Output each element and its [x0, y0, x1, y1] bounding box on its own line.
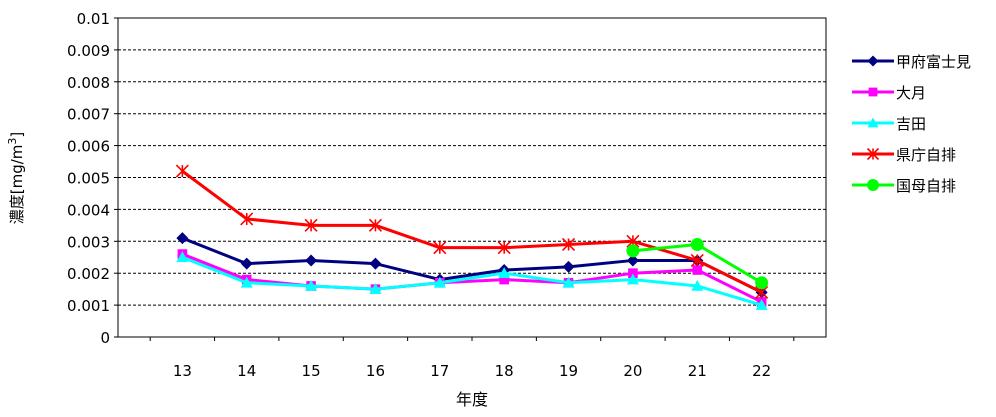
data-point-square — [868, 87, 878, 97]
x-tick-label: 22 — [752, 362, 771, 380]
data-point-diamond — [305, 254, 318, 267]
data-point-triangle — [498, 267, 511, 278]
data-point-circle — [626, 244, 640, 258]
data-point-star — [175, 164, 189, 178]
data-point-star — [690, 253, 704, 268]
data-point-circle — [755, 276, 769, 290]
y-axis-title-main: 濃度[mg/m — [8, 145, 26, 225]
data-point-star — [240, 212, 254, 226]
data-point-star — [866, 147, 880, 161]
legend-item: 甲府富士見 — [852, 53, 971, 71]
legend-label: 国母自排 — [896, 177, 956, 195]
data-point-triangle — [867, 117, 879, 128]
y-tick-label: 0 — [100, 329, 110, 347]
y-axis-title: 濃度[mg/m3] — [6, 132, 26, 225]
y-axis-tick-labels: 0 0.001 0.002 0.003 0.004 0.005 0.006 0.007 0.00… — [67, 10, 118, 347]
x-tick-label: 21 — [688, 362, 707, 380]
data-point-square — [499, 274, 509, 285]
legend-label: 県庁自排 — [896, 146, 956, 164]
data-point-triangle — [240, 276, 253, 288]
y-axis-title-superscript: 3 — [6, 138, 19, 145]
series-5 — [626, 237, 769, 290]
data-point-star — [304, 218, 318, 232]
data-point-star — [368, 218, 383, 232]
x-tick-label: 15 — [302, 362, 321, 380]
y-tick-label: 0.008 — [67, 74, 110, 92]
data-point-triangle — [305, 279, 318, 291]
y-tick-label: 0.003 — [67, 233, 110, 251]
legend-label: 吉田 — [896, 115, 926, 133]
y-tick-label: 0.002 — [67, 265, 110, 283]
series-4 — [175, 164, 769, 299]
y-tick-label: 0.001 — [67, 297, 110, 315]
data-point-diamond — [176, 232, 189, 245]
x-tick-label: 14 — [237, 362, 256, 380]
x-tick-label: 20 — [623, 362, 642, 380]
x-tick-label: 19 — [559, 362, 578, 380]
legend-item: 大月 — [852, 84, 926, 102]
y-tick-label: 0.004 — [67, 201, 110, 219]
y-tick-label: 0.007 — [67, 106, 110, 124]
y-tick-label: 0.005 — [67, 170, 110, 188]
legend-item: 県庁自排 — [852, 146, 956, 164]
data-point-triangle — [176, 251, 189, 263]
legend-label: 甲府富士見 — [896, 53, 971, 71]
series-3 — [176, 251, 768, 310]
data-point-triangle — [562, 276, 575, 288]
series-lines — [175, 164, 769, 310]
data-point-diamond — [867, 55, 879, 67]
y-tick-label: 0.006 — [67, 138, 110, 156]
x-tick-label: 17 — [430, 362, 449, 380]
data-point-square — [692, 265, 703, 275]
legend-item: 吉田 — [852, 115, 926, 133]
data-point-circle — [867, 179, 879, 191]
series-line — [181, 236, 763, 294]
series-line — [181, 169, 763, 294]
data-point-star — [497, 241, 511, 255]
series-line — [181, 255, 763, 307]
data-point-star — [561, 237, 576, 252]
y-tick-label: 0.009 — [67, 42, 110, 60]
x-tick-label: 16 — [366, 362, 385, 380]
data-point-square — [628, 268, 638, 278]
data-point-triangle — [626, 273, 639, 285]
data-point-diamond — [626, 254, 639, 267]
y-axis-title-close: ] — [8, 132, 26, 138]
data-point-triangle — [433, 276, 446, 288]
data-point-diamond — [562, 260, 575, 273]
data-point-triangle — [369, 283, 382, 294]
data-point-circle — [690, 237, 704, 251]
legend-item: 国母自排 — [852, 177, 956, 195]
data-point-diamond — [369, 257, 382, 270]
x-axis-tick-labels: 13 14 15 16 17 18 19 20 21 22 — [149, 337, 795, 380]
data-point-star — [433, 241, 447, 255]
x-tick-label: 18 — [495, 362, 514, 380]
legend-label: 大月 — [896, 84, 926, 102]
series-line — [181, 252, 763, 304]
data-point-triangle — [755, 299, 768, 310]
data-point-diamond — [240, 257, 253, 270]
x-tick-label: 13 — [173, 362, 192, 380]
y-tick-label: 0.01 — [77, 10, 110, 28]
data-point-triangle — [691, 279, 704, 291]
x-axis-title: 年度 — [456, 390, 488, 409]
